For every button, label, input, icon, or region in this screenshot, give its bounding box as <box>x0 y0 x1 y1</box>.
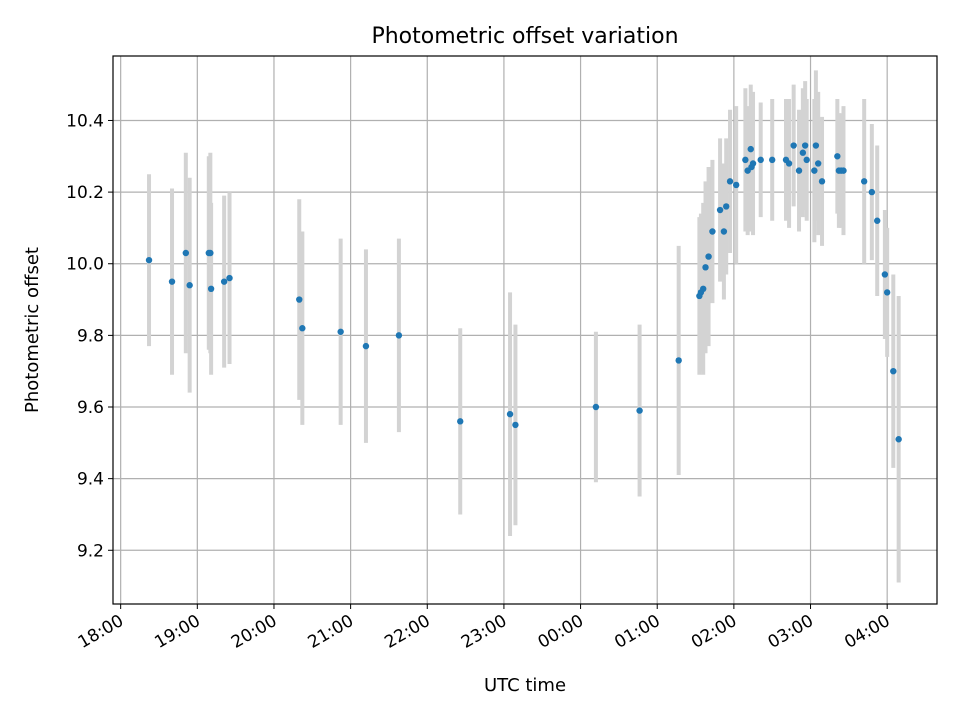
data-point <box>636 407 643 414</box>
data-point <box>860 178 868 185</box>
data-point <box>757 156 764 164</box>
data-point <box>186 282 193 289</box>
data-point <box>801 142 809 149</box>
data-point <box>145 256 153 264</box>
data-point <box>874 217 881 224</box>
data-point <box>795 167 803 174</box>
data-point <box>226 274 233 282</box>
data-point <box>742 156 749 164</box>
data-point <box>883 289 891 296</box>
data-point <box>790 142 797 149</box>
data-point <box>799 149 807 156</box>
data-point <box>749 160 757 167</box>
data-point <box>675 357 682 364</box>
data-point <box>890 367 897 375</box>
data-point <box>168 278 176 285</box>
data-point <box>362 342 370 350</box>
data-point <box>812 142 820 149</box>
data-point <box>592 403 600 411</box>
data-point <box>207 249 214 257</box>
y-tick-label: 9.8 <box>77 326 104 346</box>
y-axis-label: Photometric offset <box>22 247 43 413</box>
y-tick-label: 9.4 <box>77 470 104 490</box>
data-point <box>720 228 728 235</box>
data-point <box>299 325 306 332</box>
x-axis-label: UTC time <box>484 675 566 696</box>
y-tick-label: 10.4 <box>66 111 104 131</box>
data-point <box>709 228 716 235</box>
y-tick-label: 10.0 <box>66 255 104 275</box>
data-points <box>145 142 902 443</box>
data-point <box>818 178 826 185</box>
chart-title: Photometric offset variation <box>371 24 678 49</box>
data-point <box>803 156 810 164</box>
data-point <box>512 421 519 429</box>
data-point <box>834 153 841 160</box>
data-point <box>895 436 902 443</box>
y-tick-label: 9.2 <box>77 541 104 561</box>
data-point <box>747 145 754 153</box>
data-point <box>220 278 228 285</box>
y-tick-label: 10.2 <box>66 183 104 203</box>
data-point <box>881 271 889 278</box>
y-tick-label: 9.6 <box>77 398 104 418</box>
data-point <box>395 332 403 339</box>
data-point <box>811 167 818 174</box>
data-point <box>726 178 734 185</box>
data-point <box>182 249 190 257</box>
data-point <box>457 418 464 425</box>
data-point <box>769 156 776 164</box>
data-point <box>700 285 707 293</box>
data-point <box>732 181 740 189</box>
data-point <box>785 160 793 167</box>
data-point <box>702 264 709 271</box>
data-point <box>337 328 344 335</box>
data-point <box>723 203 730 210</box>
data-point <box>840 167 847 174</box>
data-point <box>814 160 822 167</box>
data-point <box>716 206 724 214</box>
data-point <box>207 285 215 293</box>
data-point <box>296 296 303 303</box>
data-point <box>868 188 876 196</box>
plot-frame <box>112 55 938 605</box>
data-point <box>705 253 712 260</box>
data-point <box>506 410 514 418</box>
